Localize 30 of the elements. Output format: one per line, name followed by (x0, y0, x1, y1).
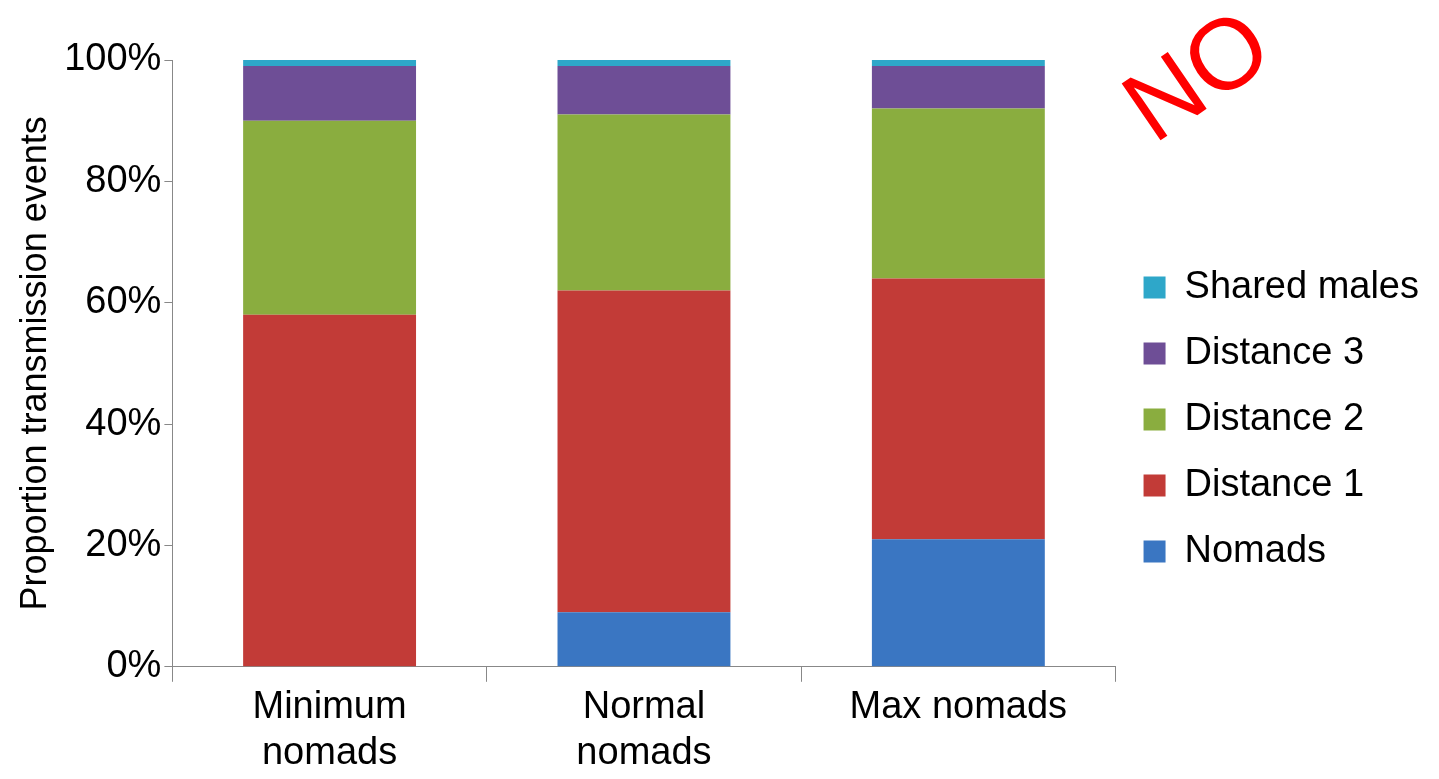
y-tick-label: 0% (106, 643, 162, 686)
legend-label: Distance 2 (1184, 395, 1365, 438)
legend-label: Distance 3 (1184, 329, 1365, 372)
y-tick-label: 80% (85, 157, 162, 200)
bar (557, 290, 731, 613)
bar (557, 612, 731, 667)
bar (871, 66, 1045, 109)
annotation: NO (1102, 0, 1290, 163)
x-tick-label: Max nomads (849, 684, 1068, 727)
bar (557, 114, 731, 291)
legend-label: Shared males (1184, 263, 1420, 306)
legend-label: Nomads (1184, 527, 1327, 570)
x-tick-label: Normal nomads (576, 684, 712, 772)
bar (871, 278, 1045, 540)
bar (243, 314, 417, 667)
legend-label: Distance 1 (1184, 461, 1365, 504)
bar (557, 66, 731, 115)
bar (871, 108, 1045, 279)
y-tick-label: 100% (64, 36, 162, 79)
x-tick-label: Minimum nomads (252, 684, 407, 772)
bar (871, 60, 1045, 67)
bar (871, 539, 1045, 667)
y-tick-label: 40% (85, 400, 162, 443)
y-axis-title: Proportion transmission events (12, 116, 54, 611)
bar (243, 60, 417, 67)
bar (243, 66, 417, 121)
bar (557, 60, 731, 67)
bar (243, 120, 417, 315)
y-tick-label: 60% (85, 279, 162, 322)
y-tick-label: 20% (85, 521, 162, 564)
